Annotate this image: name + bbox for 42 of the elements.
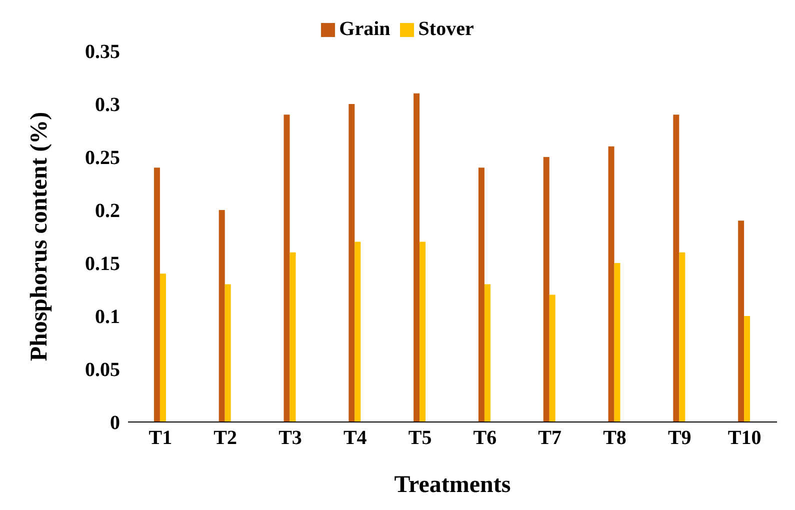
- bar: [348, 104, 355, 422]
- bar: [614, 263, 620, 422]
- x-tick-label: T6: [473, 427, 497, 450]
- bar: [673, 114, 680, 422]
- y-tick-label: 0.2: [95, 200, 120, 222]
- x-tick-label: T3: [278, 427, 302, 450]
- x-tick-label: T5: [408, 427, 432, 450]
- y-tick-label: 0.35: [85, 41, 120, 64]
- x-axis-title: Treatments: [394, 472, 511, 498]
- y-axis-title: Phosphorus content (%): [26, 112, 53, 362]
- bar: [218, 210, 225, 422]
- bar: [608, 146, 614, 422]
- bar: [484, 284, 490, 422]
- bar: [744, 316, 750, 422]
- y-tick-label: 0.05: [85, 359, 120, 382]
- bar: [543, 157, 550, 422]
- y-tick-label: 0.3: [95, 94, 120, 116]
- bar: [420, 242, 426, 422]
- x-tick-label: T1: [148, 427, 172, 450]
- bar: [478, 168, 484, 422]
- y-tick-label: 0: [110, 412, 120, 434]
- x-tick-label: T7: [538, 427, 562, 450]
- y-tick-label: 0.25: [85, 147, 120, 170]
- bar: [679, 252, 686, 422]
- legend-label: Stover: [418, 18, 474, 40]
- bar: [154, 168, 160, 422]
- y-tick-label: 0.1: [95, 306, 120, 328]
- bar: [224, 284, 231, 422]
- x-tick-label: T10: [728, 427, 762, 450]
- bar: [414, 93, 420, 422]
- y-tick-label: 0.15: [85, 253, 120, 276]
- bar: [284, 114, 290, 422]
- legend-label: Grain: [339, 18, 390, 40]
- bar: [738, 220, 744, 422]
- x-tick-label: T2: [214, 427, 238, 450]
- x-tick-label: T4: [343, 427, 367, 450]
- bar: [549, 294, 556, 422]
- bar: [160, 274, 166, 422]
- bar: [290, 252, 296, 422]
- x-tick-label: T8: [603, 427, 626, 450]
- bar: [354, 242, 361, 422]
- x-tick-label: T9: [668, 427, 692, 450]
